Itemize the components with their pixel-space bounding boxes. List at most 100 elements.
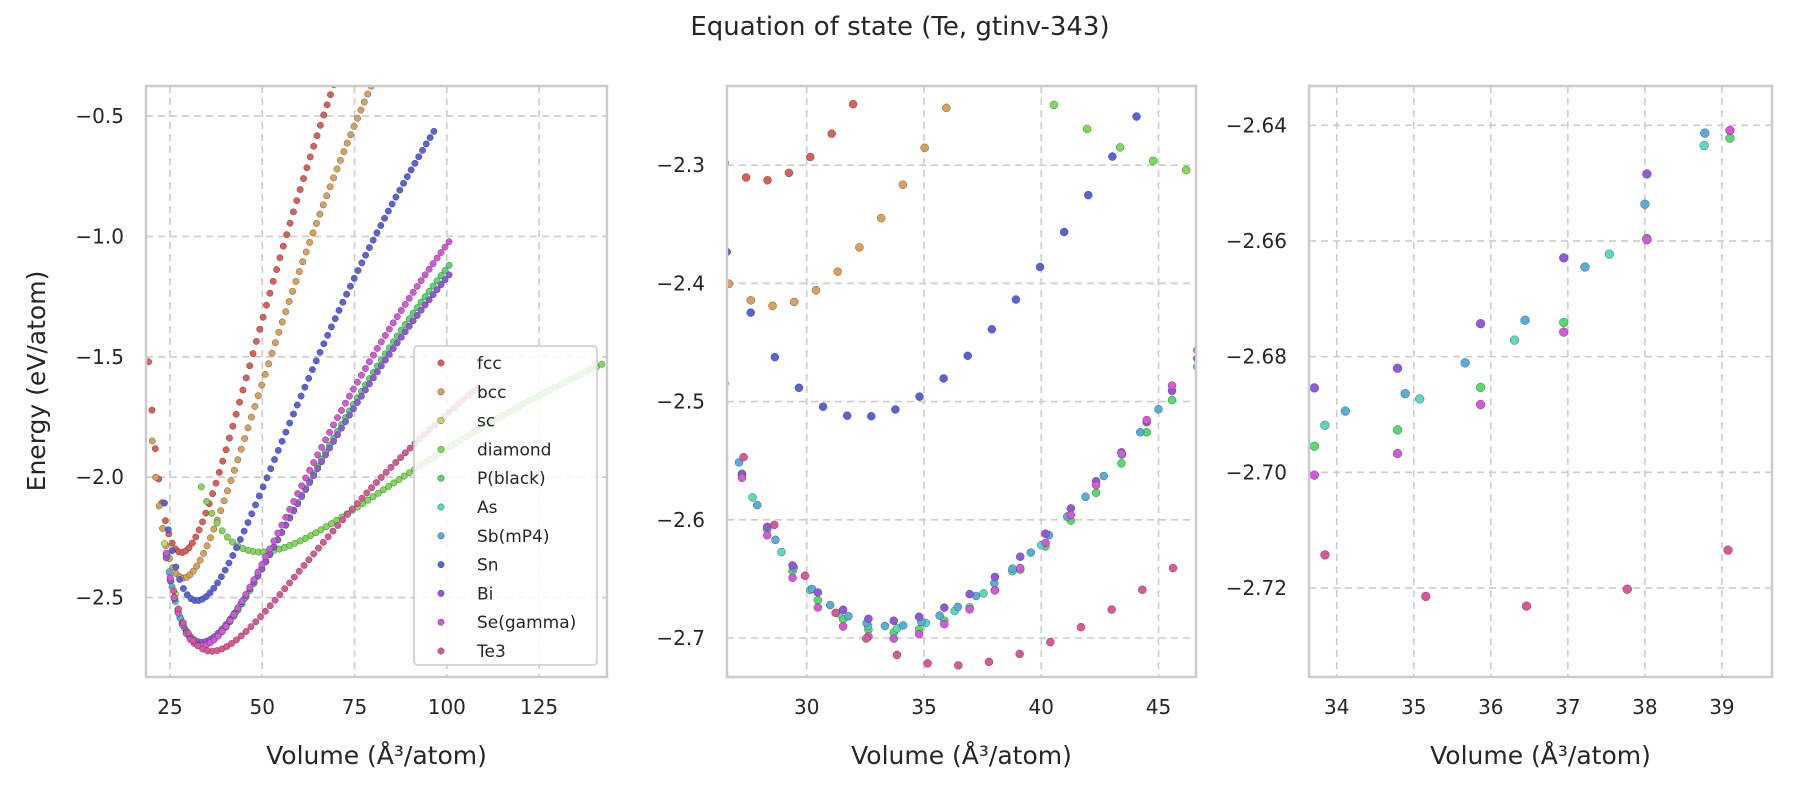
data-point: [365, 380, 373, 388]
data-point: [286, 419, 294, 427]
data-point: [168, 539, 176, 547]
data-point: [309, 229, 317, 237]
data-point: [209, 490, 217, 498]
data-point: [358, 6, 364, 12]
data-point: [864, 614, 873, 624]
data-point: [1723, 545, 1733, 555]
data-point: [825, 600, 835, 610]
data-point: [1084, 190, 1093, 200]
data-point: [273, 266, 281, 273]
data-point: [385, 350, 393, 358]
data-point: [206, 589, 214, 597]
y-tick-label: −1.0: [75, 224, 124, 248]
data-point: [1154, 405, 1163, 414]
data-point: [326, 444, 334, 452]
data-point: [289, 287, 296, 295]
data-point: [229, 538, 237, 546]
data-point: [296, 186, 304, 194]
data-point: [392, 193, 400, 201]
data-point: [314, 451, 322, 459]
x-tick-label: 36: [1478, 695, 1503, 719]
data-point: [261, 370, 269, 378]
data-point: [353, 378, 361, 386]
data-point: [223, 533, 231, 541]
data-point: [295, 567, 303, 575]
data-point: [1193, 354, 1196, 363]
legend-marker: [437, 647, 445, 655]
data-point: [369, 236, 377, 244]
data-point: [179, 585, 187, 592]
data-point: [445, 261, 453, 269]
data-point: [1580, 262, 1590, 272]
data-point: [377, 338, 385, 346]
data-point: [892, 650, 902, 660]
data-point: [818, 402, 828, 411]
data-point: [687, 304, 695, 312]
data-point: [397, 306, 405, 314]
data-point: [293, 197, 301, 205]
data-point: [251, 402, 259, 410]
legend-item: P(black): [437, 469, 546, 489]
data-point: [303, 164, 311, 172]
data-point: [445, 238, 453, 246]
data-point: [1295, 223, 1303, 231]
legend-item: bcc: [437, 383, 506, 403]
data-point: [1059, 227, 1069, 237]
data-point: [920, 143, 929, 153]
data-point: [271, 596, 279, 604]
data-point: [1226, 408, 1235, 417]
data-point: [346, 392, 353, 400]
data-point: [290, 573, 298, 581]
data-point: [247, 623, 255, 631]
data-point: [1049, 100, 1059, 110]
data-point: [855, 243, 864, 252]
data-point: [323, 192, 331, 200]
data-point: [1725, 125, 1735, 136]
data-point: [417, 306, 425, 314]
data-point: [350, 385, 357, 393]
data-point: [382, 468, 390, 476]
data-point: [1011, 295, 1021, 304]
data-point: [237, 445, 245, 453]
data-point: [662, 184, 670, 192]
plot-area: [1309, 86, 1772, 677]
data-point: [419, 146, 426, 154]
data-point: [415, 153, 423, 161]
data-point: [371, 75, 377, 81]
data-point: [1035, 262, 1045, 272]
legend-marker: [437, 474, 445, 482]
data-point: [1157, 71, 1165, 79]
legend-box: [413, 345, 598, 666]
x-tick-label: 38: [1632, 695, 1657, 719]
data-point: [319, 538, 327, 546]
x-tick-label: 37: [1555, 695, 1580, 719]
data-point: [1244, 294, 1252, 302]
data-point: [242, 374, 250, 382]
data-point: [441, 267, 449, 274]
data-point: [833, 267, 842, 276]
data-point: [862, 634, 871, 643]
data-point: [1446, 5, 1454, 13]
data-point: [312, 357, 320, 365]
data-point: [752, 500, 762, 510]
data-point: [361, 364, 369, 372]
data-point: [409, 288, 417, 296]
legend-item: diamond: [437, 440, 551, 460]
data-point: [362, 251, 370, 259]
data-point: [396, 186, 404, 194]
data-point: [763, 175, 772, 185]
data-point: [388, 200, 396, 208]
data-point: [269, 277, 277, 285]
legend-item: sc: [437, 412, 495, 432]
data-point: [1645, 65, 1653, 73]
data-point: [1091, 488, 1101, 498]
data-point: [221, 566, 229, 574]
data-point: [441, 243, 449, 251]
data-point: [777, 547, 786, 557]
data-point: [1760, 50, 1769, 59]
data-point: [393, 339, 401, 347]
data-point: [1678, 50, 1686, 58]
data-point: [1269, 259, 1277, 267]
data-point: [1107, 605, 1116, 614]
data-point: [267, 465, 275, 473]
